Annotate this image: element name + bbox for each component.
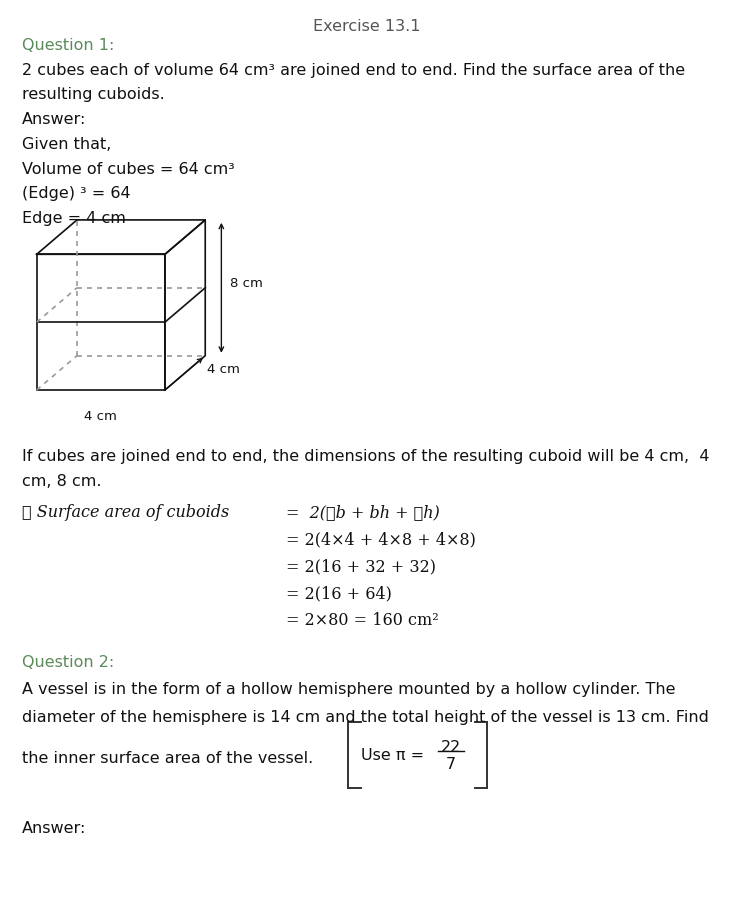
Text: resulting cuboids.: resulting cuboids. (22, 88, 165, 102)
Text: 8 cm: 8 cm (230, 277, 263, 290)
Text: 7: 7 (446, 757, 456, 772)
Text: =  2(ℓb + bh + ℓh): = 2(ℓb + bh + ℓh) (286, 504, 440, 521)
Text: 4 cm: 4 cm (207, 363, 240, 376)
Text: = 2×80 = 160 cm²: = 2×80 = 160 cm² (286, 613, 438, 629)
Text: Edge = 4 cm: Edge = 4 cm (22, 211, 126, 226)
Text: 2 cubes each of volume 64 cm³ are joined end to end. Find the surface area of th: 2 cubes each of volume 64 cm³ are joined… (22, 62, 685, 78)
Text: diameter of the hemisphere is 14 cm and the total height of the vessel is 13 cm.: diameter of the hemisphere is 14 cm and … (22, 710, 709, 725)
Text: Question 2:: Question 2: (22, 655, 114, 670)
Text: the inner surface area of the vessel.: the inner surface area of the vessel. (22, 751, 313, 767)
Text: cm, 8 cm.: cm, 8 cm. (22, 473, 101, 489)
Text: A vessel is in the form of a hollow hemisphere mounted by a hollow cylinder. The: A vessel is in the form of a hollow hemi… (22, 681, 676, 697)
Text: Exercise 13.1: Exercise 13.1 (313, 19, 420, 34)
Text: Answer:: Answer: (22, 821, 86, 835)
Text: 22: 22 (441, 740, 461, 756)
Text: = 2(16 + 32 + 32): = 2(16 + 32 + 32) (286, 558, 436, 576)
Text: (Edge) ³ = 64: (Edge) ³ = 64 (22, 186, 130, 201)
Text: Answer:: Answer: (22, 112, 86, 127)
Text: Volume of cubes = 64 cm³: Volume of cubes = 64 cm³ (22, 161, 235, 176)
Text: Given that,: Given that, (22, 137, 111, 152)
Text: If cubes are joined end to end, the dimensions of the resulting cuboid will be 4: If cubes are joined end to end, the dime… (22, 449, 710, 464)
Text: ∴ Surface area of cuboids: ∴ Surface area of cuboids (22, 504, 229, 521)
Text: 4 cm: 4 cm (84, 410, 117, 423)
Text: Question 1:: Question 1: (22, 38, 114, 53)
Text: = 2(4×4 + 4×8 + 4×8): = 2(4×4 + 4×8 + 4×8) (286, 531, 476, 548)
Text: = 2(16 + 64): = 2(16 + 64) (286, 586, 391, 603)
Text: Use π =: Use π = (361, 748, 429, 763)
